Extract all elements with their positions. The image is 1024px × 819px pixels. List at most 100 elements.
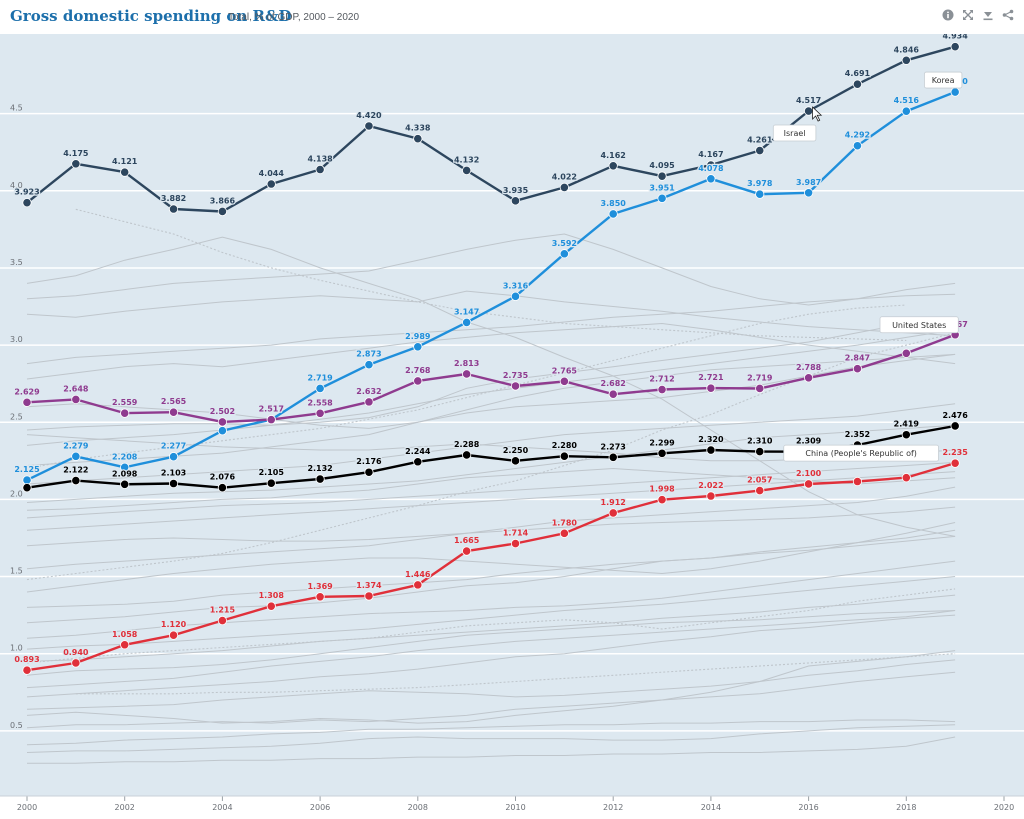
- background-series-line: [26, 529, 956, 608]
- oecd-point: [413, 457, 423, 467]
- y-tick-label: 1.0: [10, 644, 23, 653]
- israel-data-label: 3.882: [161, 194, 186, 203]
- y-tick-label: 1.5: [10, 567, 23, 576]
- israel-point: [413, 134, 423, 144]
- x-tick-label: 2018: [896, 803, 916, 812]
- background-series-line: [26, 506, 956, 547]
- china-people-s-republic-of-data-label: 1.446: [405, 570, 431, 579]
- oecd-point: [315, 474, 325, 484]
- korea-point: [315, 383, 325, 394]
- china-people-s-republic-of-data-label: 2.057: [747, 476, 772, 485]
- korea-point: [852, 141, 863, 151]
- korea-data-label: 4.292: [845, 131, 870, 140]
- oecd-point: [22, 483, 32, 493]
- israel-line: [26, 45, 956, 213]
- oecd-data-label: 2.250: [503, 446, 529, 455]
- israel-point: [462, 165, 472, 176]
- israel-point: [950, 42, 960, 52]
- download-icon[interactable]: [982, 9, 994, 21]
- fullscreen-icon[interactable]: [962, 9, 974, 21]
- line-chart[interactable]: 0.5 1.0 1.5 2.0 2.5 3.0 3.5 4.0 4.5 2000 2002 2004 2…: [0, 34, 1024, 819]
- oecd-data-label: 2.176: [356, 457, 382, 466]
- background-series-line: [26, 522, 956, 593]
- y-tick-label: 3.5: [10, 258, 23, 267]
- united-states-point: [217, 417, 227, 427]
- info-icon[interactable]: [942, 9, 954, 21]
- korea-point: [901, 106, 911, 116]
- background-series-line: [26, 719, 956, 746]
- china-people-s-republic-of-point: [901, 473, 911, 483]
- x-tick-label: 2004: [212, 803, 232, 812]
- china-people-s-republic-of-point: [755, 486, 765, 496]
- united-states-data-label: 2.682: [601, 379, 626, 388]
- israel-point: [120, 167, 130, 177]
- korea-data-label: 4.078: [698, 164, 724, 173]
- united-states-callout-box: [879, 316, 959, 334]
- china-people-s-republic-of-data-label: 1.058: [112, 630, 138, 639]
- china-people-s-republic-of-point: [217, 615, 227, 626]
- x-tick-label: 2020: [994, 803, 1014, 812]
- chart-area[interactable]: 0.5 1.0 1.5 2.0 2.5 3.0 3.5 4.0 4.5 2000 2002 2004 2…: [0, 34, 1024, 819]
- korea-point: [510, 291, 521, 301]
- united-states-point: [364, 397, 374, 407]
- israel-point: [217, 206, 227, 217]
- china-people-s-republic-of-point: [657, 495, 667, 505]
- israel-data-label: 4.420: [356, 111, 382, 120]
- israel-point: [559, 182, 569, 193]
- korea-data-label: 2.719: [307, 373, 333, 382]
- china-people-s-republic-of-point: [510, 538, 521, 549]
- israel-point: [852, 79, 863, 89]
- background-series-line: [26, 610, 956, 676]
- israel-point: [266, 179, 276, 189]
- china-people-s-republic-of-data-label: 2.022: [698, 481, 723, 490]
- share-icon[interactable]: [1002, 9, 1014, 21]
- israel-point: [706, 160, 716, 170]
- united-states-data-label: 2.559: [112, 398, 138, 407]
- korea-data-label: 2.125: [14, 465, 40, 474]
- oecd-data-label: 2.299: [649, 438, 675, 447]
- chart-toolbar: [942, 9, 1014, 21]
- oecd-data-label: 2.419: [894, 420, 920, 429]
- background-series-line: [26, 233, 956, 306]
- background-series-line: [26, 316, 956, 431]
- china-people-s-republic-of-data-label: 2.235: [942, 448, 968, 457]
- oecd-data-label: 2.098: [112, 469, 138, 478]
- united-states-data-label: 2.629: [14, 387, 40, 396]
- china-people-s-republic-of-data-label: 1.665: [454, 536, 480, 545]
- united-states-callout-label: United States: [892, 321, 946, 330]
- united-states-data-label: 2.735: [503, 371, 529, 380]
- united-states-line: [26, 333, 956, 424]
- background-dotted-line: [26, 304, 907, 470]
- y-tick-label: 2.5: [10, 412, 23, 421]
- israel-data-label: 4.138: [307, 155, 333, 164]
- united-states-point: [657, 384, 667, 395]
- united-states-data-label: 2.517: [259, 405, 284, 414]
- background-series-line: [26, 614, 956, 698]
- background-series-line: [26, 471, 956, 531]
- oecd-point: [217, 483, 227, 493]
- china-people-s-republic-of-point: [852, 476, 863, 487]
- china-people-s-republic-of-point: [266, 601, 276, 611]
- background-series-line: [26, 424, 956, 503]
- united-states-point: [803, 373, 814, 383]
- israel-data-label: 3.923: [14, 188, 39, 197]
- korea-line: [26, 90, 956, 482]
- united-states-point: [168, 407, 179, 417]
- united-states-point: [413, 376, 423, 386]
- israel-data-label: 4.121: [112, 157, 138, 166]
- israel-data-label: 4.517: [796, 96, 821, 105]
- korea-data-label: 3.987: [796, 178, 821, 187]
- korea-data-label: 3.951: [649, 183, 675, 192]
- korea-data-label: 2.989: [405, 332, 431, 341]
- china-people-s-republic-of-data-label: 0.940: [63, 648, 89, 657]
- china-people-s-republic-of-callout-label: China (People's Republic of): [805, 449, 917, 458]
- china-people-s-republic-of-point: [608, 508, 618, 518]
- oecd-point: [120, 479, 130, 489]
- background-series-line: [26, 594, 956, 662]
- israel-point: [755, 145, 765, 156]
- israel-callout-label: Israel: [784, 129, 806, 138]
- united-states-data-label: 2.558: [307, 398, 333, 407]
- china-people-s-republic-of-data-label: 2.100: [796, 469, 822, 478]
- oecd-point: [901, 430, 911, 440]
- oecd-point: [266, 478, 276, 488]
